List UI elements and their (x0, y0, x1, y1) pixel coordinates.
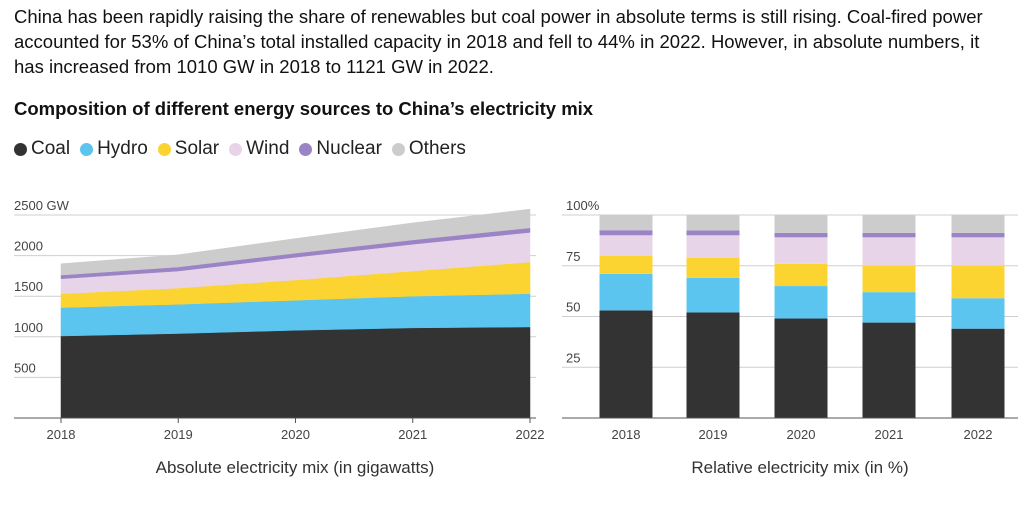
bar-2021-nuclear (862, 232, 916, 238)
bar-2018-wind (599, 235, 653, 256)
bar-ytick-75: 75 (566, 249, 580, 264)
legend-label-coal: Coal (31, 138, 71, 159)
bar-2018-hydro (599, 273, 653, 311)
legend-swatch-hydro (80, 142, 94, 156)
legend: Coal Hydro Solar Wind Nuclear Others (14, 138, 466, 160)
legend-item-coal: Coal (14, 138, 70, 160)
legend-item-hydro: Hydro (80, 138, 148, 160)
legend-label-hydro: Hydro (97, 138, 148, 159)
area-ytick-2000: 2000 (14, 239, 43, 254)
legend-label-nuclear: Nuclear (316, 138, 382, 159)
area-xtick-2021: 2021 (398, 427, 427, 442)
legend-item-solar: Solar (157, 138, 220, 160)
area-ytick-500: 500 (14, 360, 36, 375)
legend-swatch-others (391, 142, 405, 156)
bar-2022-coal (951, 328, 1005, 418)
bar-2018-nuclear (599, 230, 653, 236)
area-ytick-2500: 2500 GW (14, 198, 70, 213)
bar-2021-wind (862, 237, 916, 266)
bar-2019-solar (686, 257, 740, 278)
area-xtick-2020: 2020 (281, 427, 310, 442)
bar-2022-hydro (951, 298, 1005, 329)
bar-2021-hydro (862, 292, 916, 323)
bar-2020-nuclear (774, 232, 828, 238)
area-series-others (60, 208, 531, 276)
area-xtick-2018: 2018 (47, 427, 76, 442)
legend-label-others: Others (408, 138, 466, 159)
bar-xtick-2020: 2020 (787, 427, 816, 442)
bar-xtick-2018: 2018 (612, 427, 641, 442)
bar-2022-wind (951, 237, 1005, 266)
bar-2022-others (951, 215, 1005, 233)
bar-2020-wind (774, 237, 828, 264)
legend-item-wind: Wind (229, 138, 289, 160)
bar-xtick-2022: 2022 (964, 427, 993, 442)
bar-2019-coal (686, 312, 740, 418)
legend-swatch-coal (14, 142, 27, 156)
bar-2020-solar (774, 263, 828, 287)
legend-swatch-solar (157, 142, 171, 156)
bar-2021-coal (862, 322, 916, 418)
bar-2021-others (862, 215, 916, 233)
bar-2018-others (599, 215, 653, 231)
bar-ytick-25: 25 (566, 350, 580, 365)
bar-2022-solar (951, 265, 1005, 299)
bar-ytick-100: 100% (566, 198, 600, 213)
bar-2021-solar (862, 265, 916, 293)
bar-xtick-2021: 2021 (875, 427, 904, 442)
bar-ytick-50: 50 (566, 300, 580, 315)
area-xtick-2022: 2022 (516, 427, 545, 442)
bar-2019-hydro (686, 277, 740, 313)
bar-2022-nuclear (951, 232, 1005, 238)
legend-label-wind: Wind (246, 138, 290, 159)
area-chart-caption: Absolute electricity mix (in gigawatts) (156, 458, 435, 477)
bar-2018-coal (599, 310, 653, 418)
bar-2019-nuclear (686, 230, 740, 236)
bar-2020-others (774, 215, 828, 233)
intro-paragraph: China has been rapidly raising the share… (14, 6, 983, 77)
area-xtick-2019: 2019 (164, 427, 193, 442)
area-series-coal (60, 326, 531, 419)
legend-item-nuclear: Nuclear (299, 138, 382, 160)
area-ytick-1500: 1500 (14, 279, 43, 294)
legend-item-others: Others (391, 138, 466, 160)
relative-bar-chart: 25 50 75 100% 2018 2019 2020 2021 2022 Relative e… (562, 198, 1018, 477)
chart-title: Composition of different energy sources … (14, 98, 594, 119)
legend-swatch-nuclear (299, 142, 313, 156)
bar-2019-wind (686, 235, 740, 258)
bar-2018-solar (599, 255, 653, 274)
bar-2019-others (686, 215, 740, 231)
legend-label-solar: Solar (174, 138, 220, 159)
bar-chart-caption: Relative electricity mix (in %) (691, 458, 908, 477)
area-ytick-1000: 1000 (14, 320, 43, 335)
absolute-area-chart: 500 1000 1500 2000 2500 GW 2018 2019 2020 2021 20… (14, 198, 544, 477)
bar-xtick-2019: 2019 (699, 427, 728, 442)
legend-swatch-wind (229, 142, 243, 156)
bar-2020-hydro (774, 286, 828, 319)
bar-2020-coal (774, 318, 828, 418)
